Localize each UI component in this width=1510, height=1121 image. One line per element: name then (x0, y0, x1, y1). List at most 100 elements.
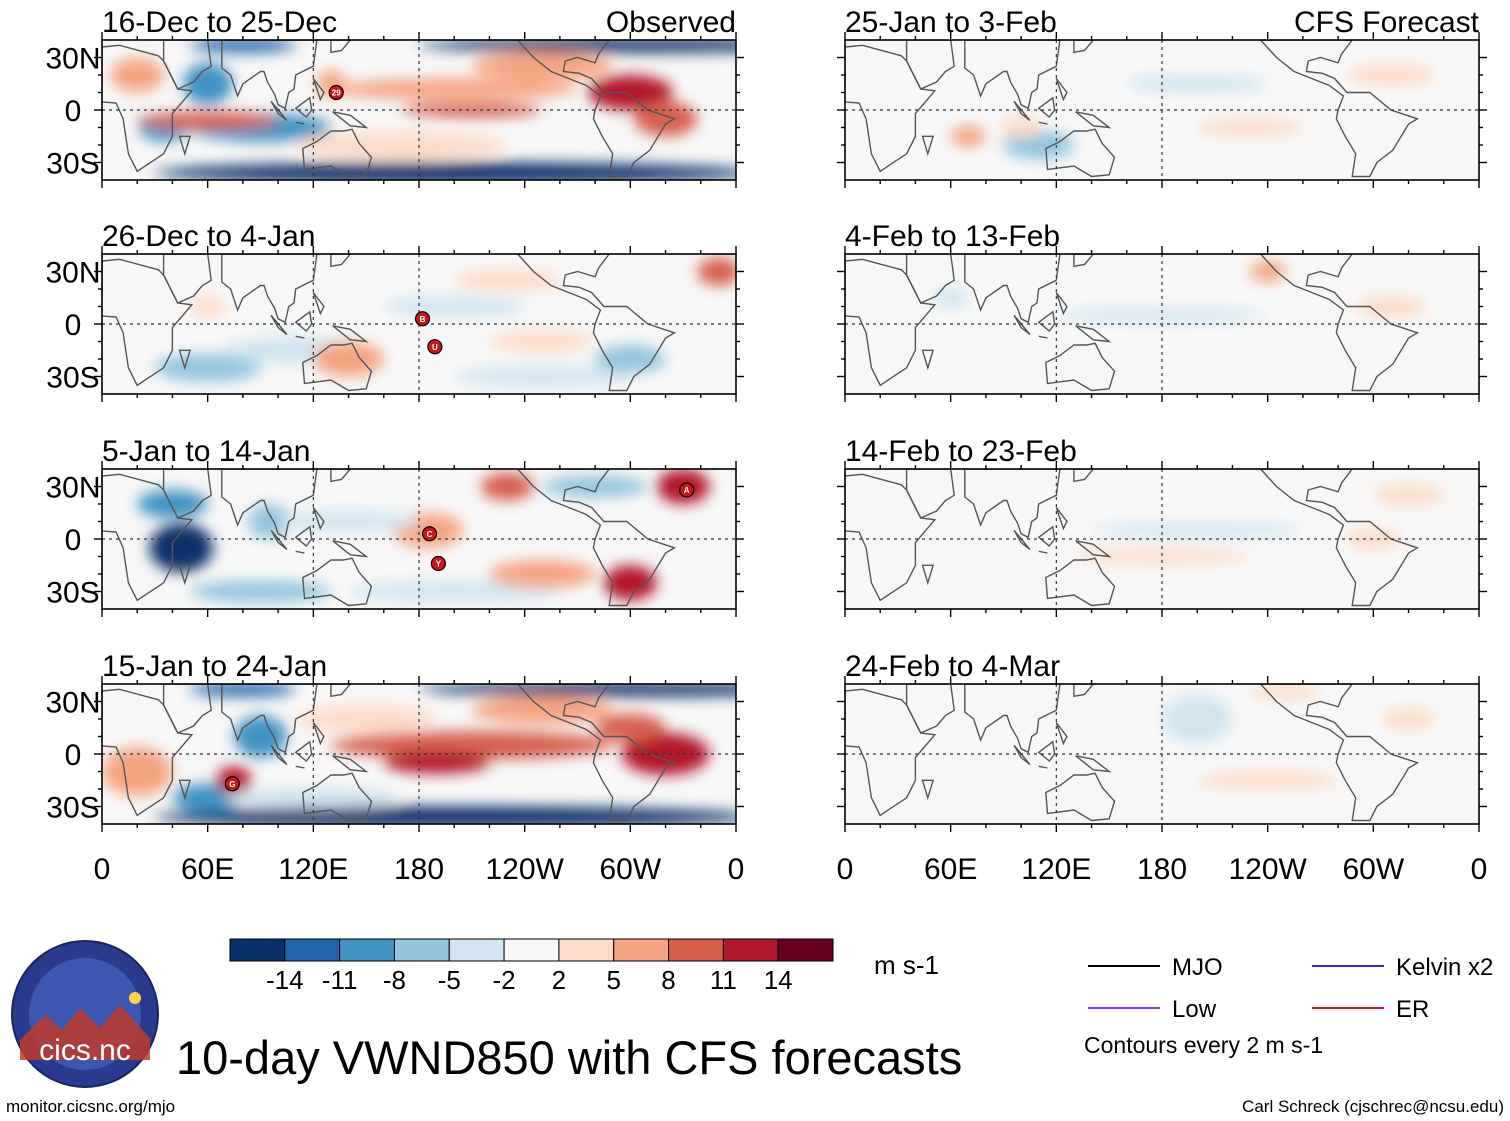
coastline (1075, 755, 1112, 773)
wind-anomaly-blob (588, 75, 673, 110)
y-tick-label: 0 (65, 524, 82, 557)
colorbar-swatch (558, 938, 615, 962)
storm-marker-label: Y (436, 560, 442, 569)
colorbar-swatch (284, 938, 341, 962)
legend: MJO Kelvin x2 Low ER (1088, 954, 1493, 1023)
wind-anomaly-blob (190, 40, 296, 53)
wind-anomaly-blob (278, 511, 419, 532)
wind-anomaly-blob (471, 696, 613, 725)
coastline (295, 550, 305, 554)
coastline (178, 564, 192, 586)
colorbar-swatch (229, 938, 286, 962)
coastline (905, 684, 955, 734)
logo-mountains (20, 1005, 150, 1060)
coastline (270, 314, 288, 336)
wind-anomaly-blob (595, 345, 666, 373)
x-tick-label: 0 (94, 853, 111, 886)
coastline (905, 40, 955, 90)
colorbar-tick-label: -11 (322, 965, 358, 995)
x-tick-label: 120E (1021, 853, 1091, 886)
wind-anomaly-blob (480, 472, 534, 501)
x-tick-label: 180 (394, 853, 444, 886)
y-tick-label: 30S (46, 577, 99, 610)
wind-anomaly-blob (401, 103, 543, 117)
coastline (294, 525, 313, 548)
coastline (294, 310, 313, 333)
forecast-panel-2: 4-Feb to 13-Feb (837, 220, 1487, 402)
storm-marker-label: A (684, 486, 690, 495)
coastline (516, 684, 677, 822)
coastline (1038, 550, 1048, 554)
wind-anomaly-blob (489, 560, 596, 588)
coastline (516, 40, 677, 178)
storm-marker: 29 (328, 84, 344, 101)
wind-field (845, 254, 1427, 392)
coastline (302, 342, 373, 392)
x-tick-label: 120W (485, 853, 564, 886)
coastline (1055, 78, 1068, 102)
wind-anomaly-blob (313, 341, 384, 377)
wind-anomaly-blob (137, 111, 279, 130)
coastline (516, 254, 677, 392)
coastline (332, 325, 369, 343)
storm-marker-label: U (432, 343, 438, 352)
coastline (845, 473, 937, 602)
source-url[interactable]: monitor.cicsnc.org/mjo (6, 1097, 175, 1116)
observed-panel-1: 30N 0 30S 16-Dec to 25-Dec Observed 29 (45, 6, 744, 188)
legend-entry: Low (1088, 996, 1217, 1023)
wind-anomaly-blob (1355, 296, 1427, 317)
storm-marker-label: G (229, 780, 235, 789)
wind-anomaly-blob (102, 747, 173, 796)
y-tick-label: 0 (65, 95, 82, 128)
wind-anomaly-blob (621, 733, 710, 775)
coastline (162, 469, 212, 519)
wind-anomaly-blob (603, 565, 657, 601)
coastline (1073, 254, 1095, 268)
wind-field (845, 469, 1444, 607)
coastline (295, 121, 305, 125)
panel-type-label: Observed (606, 6, 736, 39)
storm-marker-circle (421, 526, 438, 542)
coastline (1037, 310, 1056, 333)
coastline (302, 557, 373, 607)
coastline (178, 349, 192, 371)
coastline (1045, 128, 1116, 178)
wind-anomaly-blob (950, 125, 986, 147)
y-tick-label: 30S (46, 362, 99, 395)
storm-marker: Y (430, 555, 446, 572)
logo-sun (129, 992, 141, 1004)
coastline (1045, 342, 1116, 392)
wind-anomaly-blob (697, 257, 736, 286)
coastline (162, 40, 212, 90)
storm-marker-circle (430, 555, 446, 572)
colorbar-units: m s-1 (874, 950, 939, 980)
colorbar-tick-label: 5 (606, 965, 620, 995)
x-tick-label: 60E (181, 853, 234, 886)
coastline (964, 254, 1061, 324)
coastline (1037, 96, 1056, 119)
y-tick-label: 30N (45, 257, 100, 290)
colorbar-swatch (503, 938, 560, 962)
coastline (332, 755, 369, 773)
colorbar-tick-label: 8 (661, 965, 675, 995)
storm-marker: C (421, 526, 438, 542)
wind-anomaly-blob (1126, 75, 1268, 93)
legend-label: Kelvin x2 (1396, 954, 1493, 981)
wind-anomaly-blob (1382, 708, 1435, 730)
coastline (845, 44, 937, 173)
coastline (1259, 684, 1420, 822)
colorbar-tick-label: -8 (383, 965, 406, 995)
wind-anomaly-blob (595, 713, 666, 742)
wind-anomaly-blob (149, 523, 213, 573)
coastline (1037, 740, 1056, 763)
storm-marker-circle (427, 339, 443, 355)
x-tick-label: 0 (728, 853, 745, 886)
x-tick-label: 120E (278, 853, 348, 886)
legend-entry: MJO (1088, 954, 1223, 981)
coastline (1038, 765, 1048, 769)
wind-anomaly-blob (1250, 261, 1286, 282)
wind-anomaly-blob (154, 162, 736, 180)
colorbar-swatch (668, 938, 724, 962)
coastline (312, 722, 325, 746)
wind-anomaly-blob (1346, 528, 1400, 550)
